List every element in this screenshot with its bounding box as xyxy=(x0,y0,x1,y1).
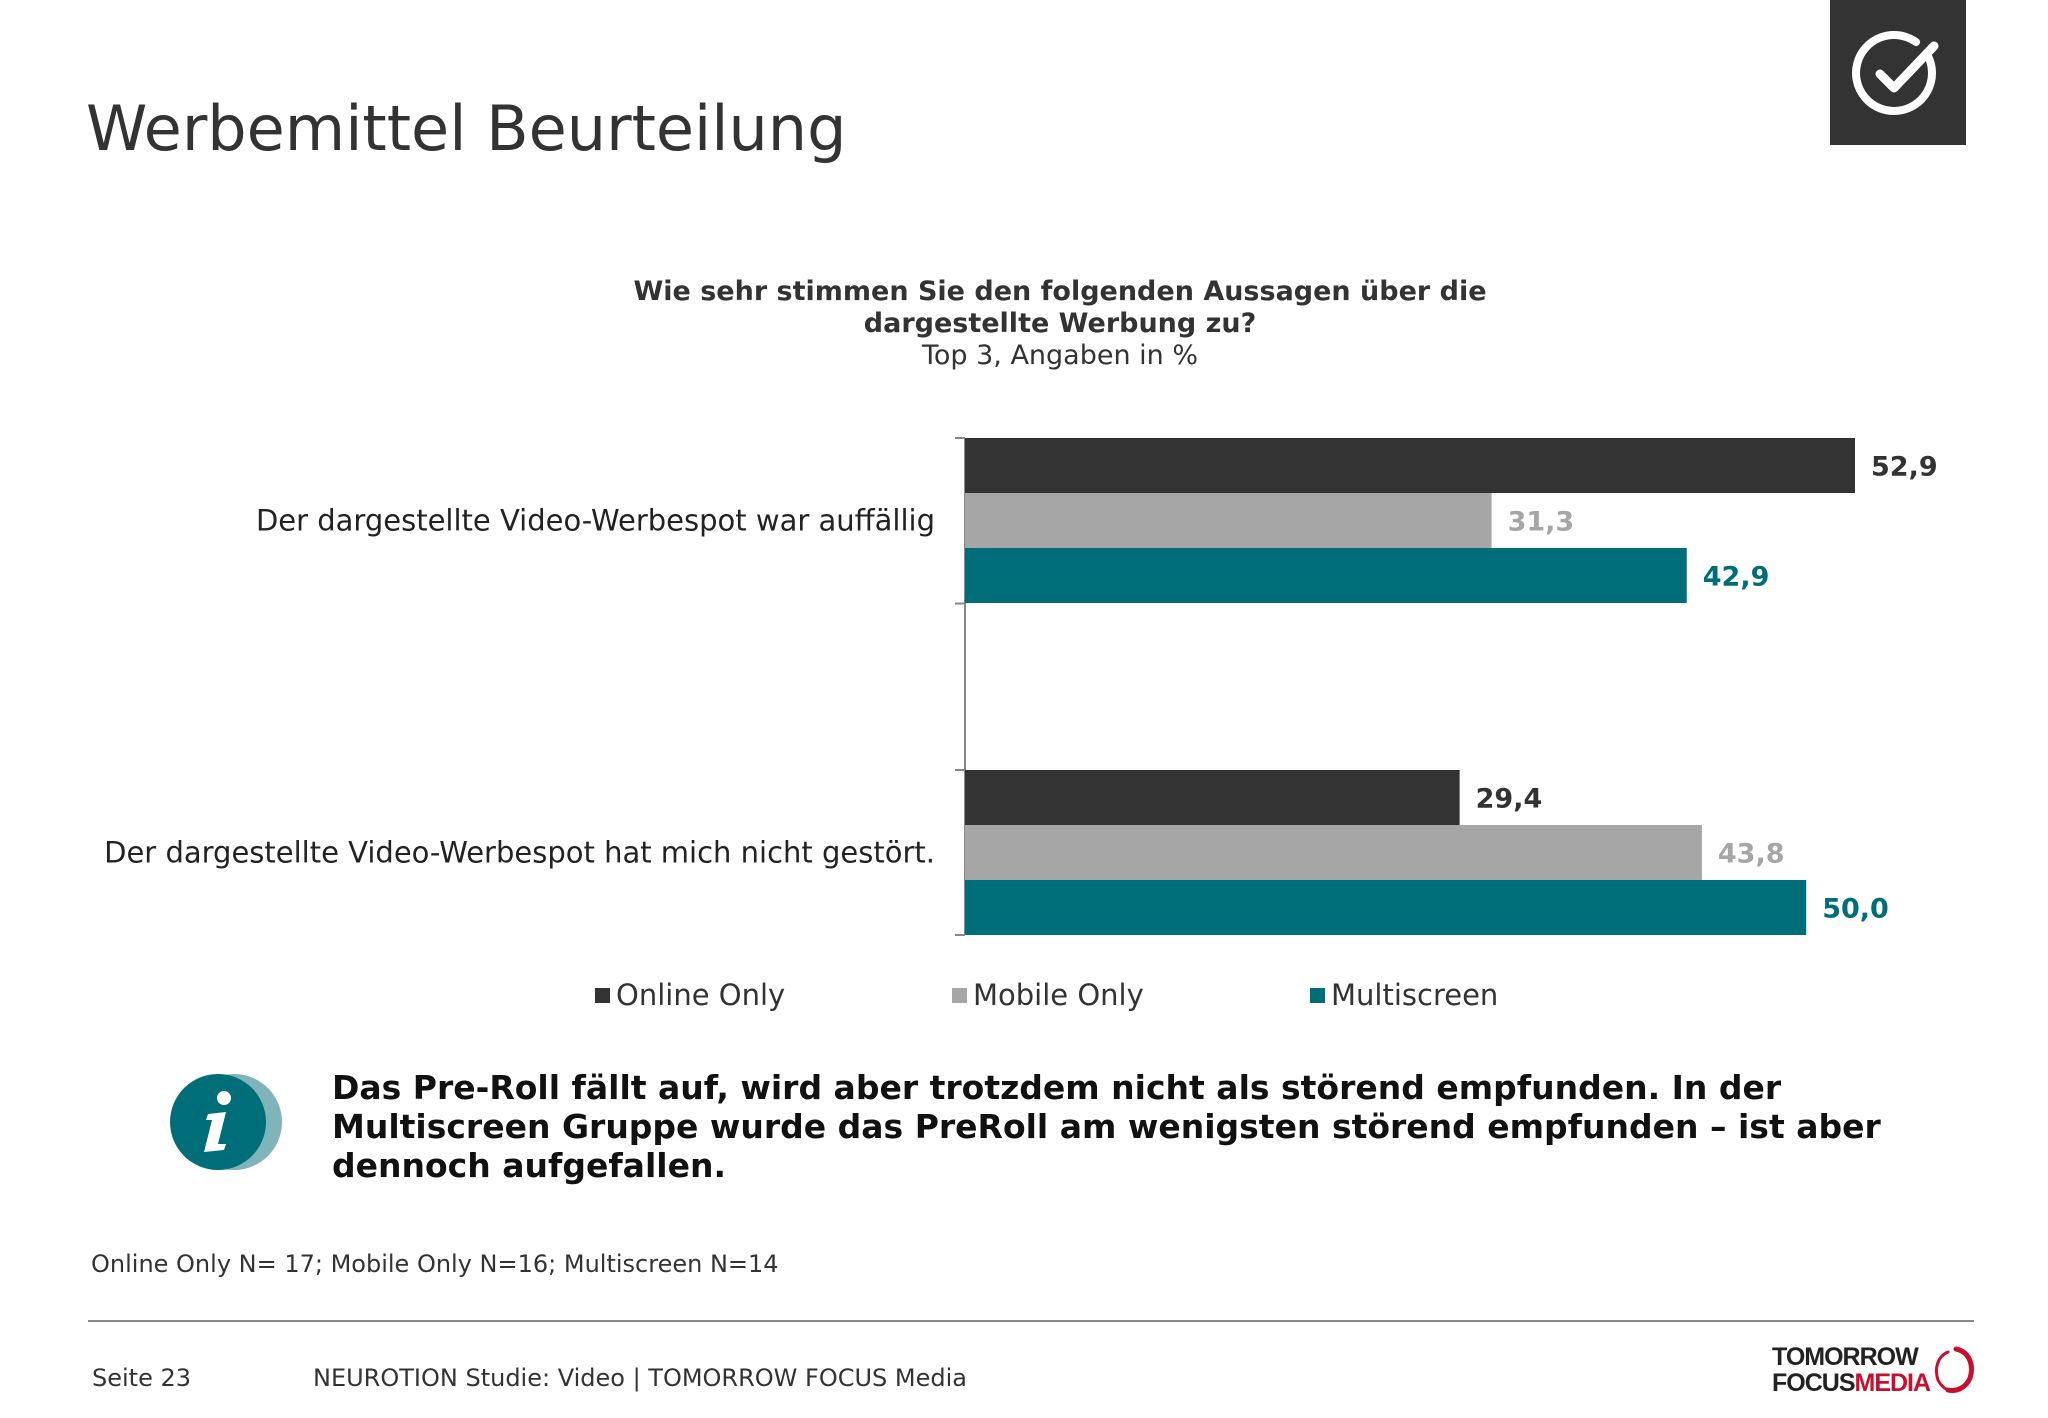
chart-subtitle: Top 3, Angaben in % xyxy=(921,340,1199,371)
bar xyxy=(965,548,1687,603)
legend-label: Mobile Only xyxy=(973,978,1144,1012)
sample-size-note: Online Only N= 17; Mobile Only N=16; Mul… xyxy=(91,1250,779,1278)
legend-item: Mobile Only xyxy=(952,978,1144,1012)
info-icon xyxy=(166,1072,288,1172)
legend-item: Online Only xyxy=(595,978,785,1012)
data-label: 50,0 xyxy=(1822,894,1889,925)
logo-line-1: TOMORROW xyxy=(1772,1343,1919,1371)
chart-heading: Wie sehr stimmen Sie den folgenden Aussa… xyxy=(460,276,1660,372)
legend-swatch xyxy=(1310,987,1325,1003)
bar-chart: Der dargestellte Video-Werbespot war auf… xyxy=(104,437,1938,936)
data-label: 52,9 xyxy=(1871,452,1938,483)
bar xyxy=(965,880,1807,935)
data-label: 31,3 xyxy=(1508,507,1575,538)
category-label: Der dargestellte Video-Werbespot hat mic… xyxy=(104,836,935,870)
check-badge xyxy=(1830,0,1966,145)
bar xyxy=(965,438,1855,493)
logo-swirl-icon xyxy=(1934,1346,1974,1393)
legend-swatch xyxy=(595,987,610,1003)
legend-swatch xyxy=(952,987,967,1003)
chart-title: Wie sehr stimmen Sie den folgenden Aussa… xyxy=(633,276,1487,339)
footer-divider xyxy=(88,1320,1974,1322)
bar xyxy=(965,493,1492,548)
bar xyxy=(965,825,1702,880)
company-logo: TOMORROW FOCUSMEDIA xyxy=(1772,1344,1982,1396)
insight-text: Das Pre-Roll fällt auf, wird aber trotzd… xyxy=(332,1068,1881,1185)
logo-focus: FOCUS xyxy=(1772,1369,1855,1397)
data-label: 29,4 xyxy=(1476,784,1543,815)
legend-label: Online Only xyxy=(616,978,786,1012)
chart-legend: Online Only Mobile Only Multiscreen xyxy=(0,978,2048,1018)
check-circle-icon xyxy=(1852,31,1939,115)
logo-line-2: FOCUSMEDIA xyxy=(1772,1369,1932,1397)
data-label: 42,9 xyxy=(1703,562,1770,593)
logo-media: MEDIA xyxy=(1854,1369,1932,1397)
page-number: Seite 23 xyxy=(92,1364,192,1392)
study-label: NEUROTION Studie: Video | TOMORROW FOCUS… xyxy=(313,1364,967,1392)
category-label: Der dargestellte Video-Werbespot war auf… xyxy=(256,504,935,538)
page-title: Werbemittel Beurteilung xyxy=(86,92,847,165)
legend-item: Multiscreen xyxy=(1310,978,1498,1012)
legend-label: Multiscreen xyxy=(1331,978,1499,1012)
data-label: 43,8 xyxy=(1718,839,1785,870)
bar xyxy=(965,770,1460,825)
